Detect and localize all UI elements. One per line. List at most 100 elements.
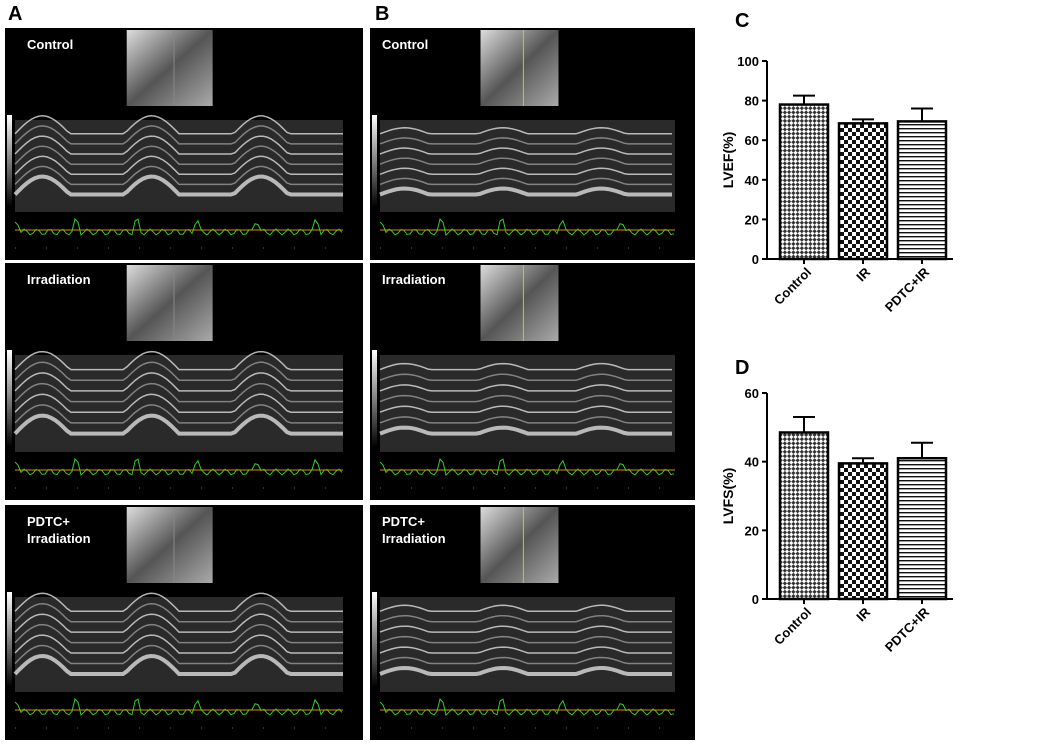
m-mode-area xyxy=(380,355,675,452)
y-tick-label: 60 xyxy=(745,133,759,148)
tissue-trace xyxy=(379,177,672,186)
tissue-trace xyxy=(379,137,672,145)
tissue-trace xyxy=(14,125,343,145)
m-mode-area xyxy=(15,355,343,452)
label-box: Control xyxy=(382,37,429,52)
label-box: Control xyxy=(27,37,74,52)
y-tick-label: 0 xyxy=(752,252,759,267)
bar xyxy=(778,431,830,601)
tissue-trace xyxy=(13,174,343,197)
bar xyxy=(896,456,948,601)
tissue-trace xyxy=(379,665,672,676)
tissue-trace xyxy=(14,393,343,413)
echo-label: Irradiation xyxy=(27,272,91,287)
b-mode-inset xyxy=(126,507,213,583)
tissue-trace xyxy=(13,413,343,436)
panel-letter: C xyxy=(735,10,749,32)
tissue-trace xyxy=(14,372,343,392)
tissue-trace xyxy=(379,646,672,654)
ecg-trace xyxy=(379,457,675,476)
tissue-trace xyxy=(379,425,672,436)
x-tick-label: Control xyxy=(771,605,814,648)
tissue-trace xyxy=(379,635,672,644)
y-tick-label: 40 xyxy=(745,455,759,470)
gray-scale-bar xyxy=(372,350,377,447)
tissue-trace xyxy=(379,186,672,197)
tissue-trace xyxy=(14,634,343,654)
y-axis-label: LVEF(%) xyxy=(720,132,736,189)
y-axis-label: LVFS(%) xyxy=(720,468,736,525)
tissue-trace xyxy=(14,613,343,633)
label-box: Irradiation xyxy=(27,272,91,287)
tissue-trace xyxy=(379,384,672,392)
b-mode-inset xyxy=(480,30,559,106)
tissue-trace xyxy=(13,653,343,676)
b-mode-inset xyxy=(480,507,559,583)
tissue-trace xyxy=(379,147,672,155)
y-tick-label: 100 xyxy=(737,54,759,69)
ecg-trace xyxy=(379,697,675,716)
gray-scale-bar xyxy=(7,115,12,207)
tissue-trace xyxy=(379,405,672,413)
m-mode-area xyxy=(15,120,343,212)
bar xyxy=(837,462,889,601)
b-mode-inset xyxy=(126,30,213,106)
echo-label: PDTC+ Irradiation xyxy=(27,514,91,546)
tissue-trace xyxy=(379,362,672,371)
tissue-trace xyxy=(14,115,343,135)
tissue-trace xyxy=(14,602,343,623)
tissue-trace xyxy=(14,382,343,403)
gray-scale-bar xyxy=(372,592,377,687)
bar xyxy=(837,122,889,261)
y-tick-label: 40 xyxy=(745,173,759,188)
gray-scale-bar xyxy=(372,115,377,207)
echo-label: Control xyxy=(382,37,429,52)
panel-letter: D xyxy=(735,357,749,379)
x-tick-label: PDTC+IR xyxy=(882,264,933,315)
bar xyxy=(896,120,948,261)
tissue-trace xyxy=(379,127,672,135)
tissue-trace xyxy=(14,623,343,644)
m-mode-area xyxy=(15,597,343,692)
tissue-trace xyxy=(14,350,343,371)
tissue-trace xyxy=(379,167,672,176)
tissue-trace xyxy=(379,614,672,623)
y-tick-label: 80 xyxy=(745,94,759,109)
tissue-trace xyxy=(14,592,343,613)
tissue-trace xyxy=(14,404,343,424)
gray-scale-bar xyxy=(7,350,12,447)
gray-scale-bar xyxy=(7,592,12,687)
echo-label: PDTC+ Irradiation xyxy=(382,514,446,546)
label-box: PDTC+ Irradiation xyxy=(27,514,91,546)
tissue-trace xyxy=(379,416,672,424)
panel-letter: A xyxy=(8,3,22,25)
x-tick-label: IR xyxy=(853,604,873,624)
tissue-trace xyxy=(14,155,343,176)
tissue-trace xyxy=(379,656,672,665)
ecg-trace xyxy=(379,217,675,236)
y-tick-label: 60 xyxy=(745,386,759,401)
tissue-trace xyxy=(14,644,343,665)
tissue-trace xyxy=(379,373,672,381)
tissue-trace xyxy=(14,145,343,165)
y-tick-label: 20 xyxy=(745,523,759,538)
tissue-trace xyxy=(14,361,343,381)
y-tick-label: 0 xyxy=(752,592,759,607)
m-mode-area xyxy=(380,120,675,212)
echo-label: Irradiation xyxy=(382,272,446,287)
b-mode-inset xyxy=(480,265,559,341)
tissue-trace xyxy=(14,135,343,155)
x-tick-label: IR xyxy=(853,264,873,284)
tissue-trace xyxy=(379,394,672,403)
label-box: PDTC+ Irradiation xyxy=(382,514,446,546)
tissue-trace xyxy=(379,157,672,165)
x-tick-label: PDTC+IR xyxy=(882,604,933,655)
bar xyxy=(778,103,830,261)
echo-label: Control xyxy=(27,37,74,52)
tissue-trace xyxy=(379,604,672,613)
m-mode-area xyxy=(380,597,675,692)
tissue-trace xyxy=(14,165,343,186)
tissue-trace xyxy=(379,625,672,633)
